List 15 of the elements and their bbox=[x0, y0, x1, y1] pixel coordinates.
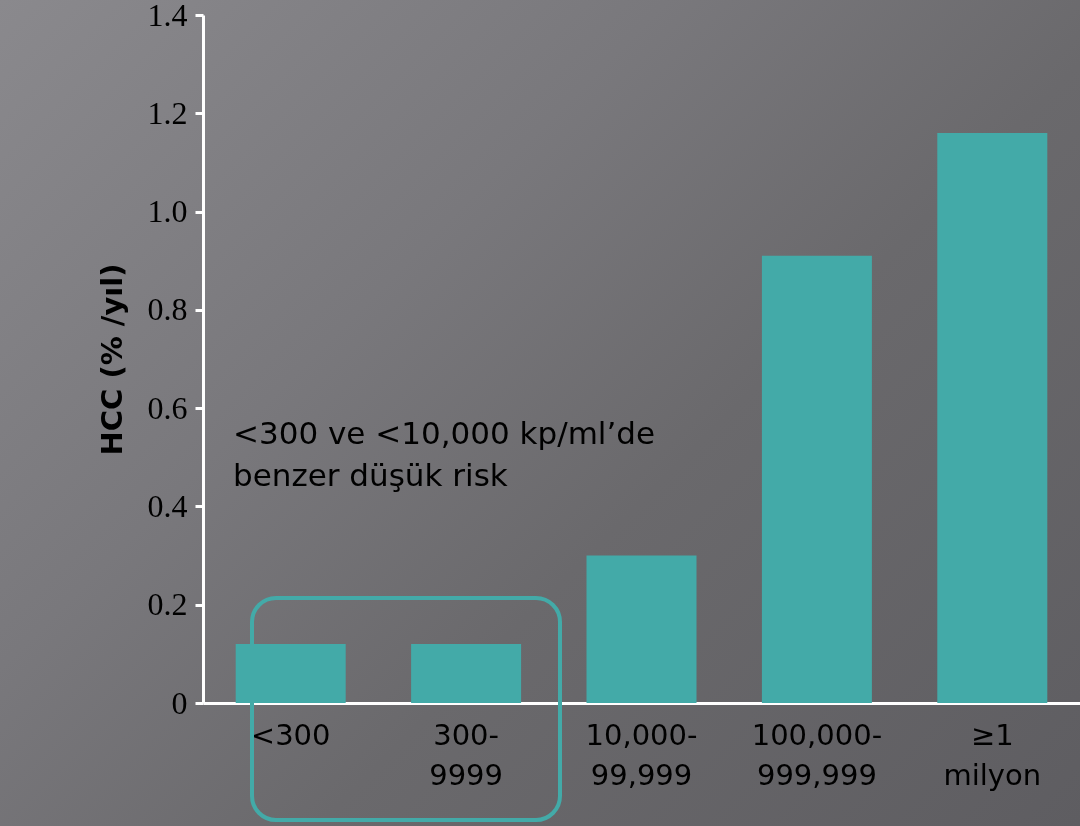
y-tick-label: 1.4 bbox=[147, 0, 188, 33]
x-tick-label: <300 bbox=[250, 717, 331, 752]
y-tick-label: 0.2 bbox=[147, 586, 188, 623]
x-tick-label: 10,000-99,999 bbox=[585, 717, 698, 792]
y-tick-label: 1.0 bbox=[147, 193, 188, 230]
x-tick-label: 100,000-999,999 bbox=[751, 717, 883, 792]
y-axis-title: HCC (% /yıl) bbox=[94, 263, 129, 456]
x-tick-label: ≥1 milyon bbox=[943, 717, 1042, 792]
y-tick-label: 1.2 bbox=[147, 94, 188, 131]
annotation: <300 ve <10,000 kp/ml’de benzer düşük risk bbox=[233, 415, 656, 493]
y-tick-label: 0.4 bbox=[147, 487, 188, 524]
y-tick-label: 0.6 bbox=[147, 389, 188, 426]
y-tick-label: 0.8 bbox=[147, 291, 188, 328]
y-tick-label: 0 bbox=[171, 684, 188, 721]
x-tick-label: 300-9999 bbox=[429, 717, 504, 792]
